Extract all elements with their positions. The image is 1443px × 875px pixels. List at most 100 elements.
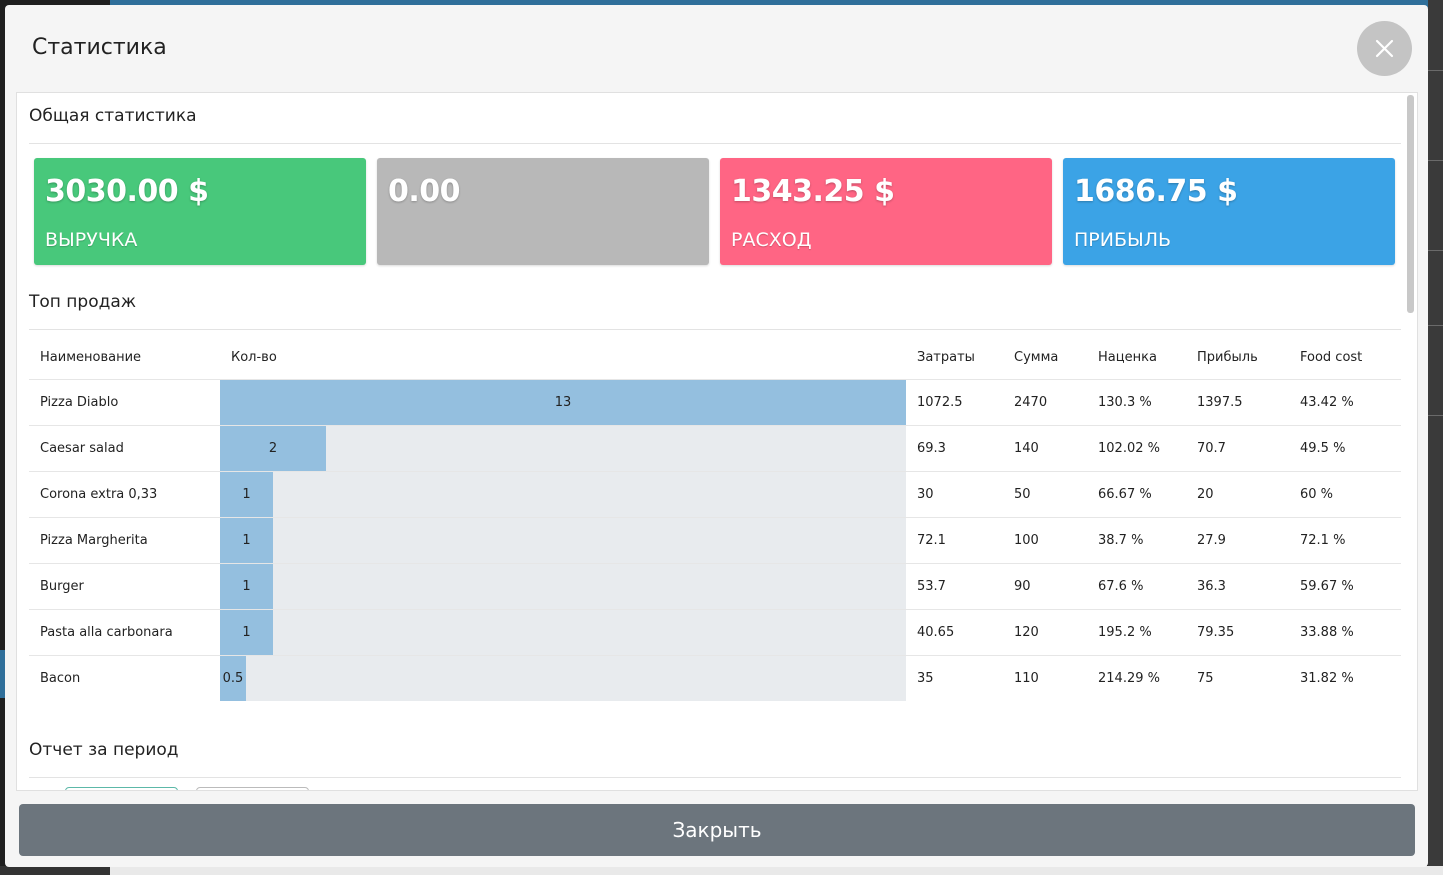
markup-cell: 102.02 %: [1087, 425, 1186, 472]
sum-cell: 50: [1003, 471, 1087, 518]
column-header: Food cost: [1289, 336, 1401, 380]
quantity-bar-fill: [220, 517, 273, 563]
column-header: Сумма: [1003, 336, 1087, 380]
table-row: Pizza Margherita 1 72.1 100 38.7 % 27.9 72.1 %: [29, 517, 1401, 564]
quantity-value: 1: [242, 578, 251, 594]
food-cost-cell: 59.67 %: [1289, 563, 1401, 610]
top-sales-title: Топ продаж: [29, 292, 137, 312]
quantity-bar-track: 13: [220, 379, 906, 425]
markup-cell: 66.67 %: [1087, 471, 1186, 518]
column-header: Наименование: [29, 336, 220, 380]
quantity-bar-fill: [220, 471, 273, 517]
cost-cell: 35: [917, 670, 934, 686]
quantity-bar-cell: 1: [220, 609, 906, 656]
sum-cell: 100: [1003, 517, 1087, 564]
modal-body[interactable]: Общая статистика 3030.00 $ ВЫРУЧКА 0.00 134…: [16, 92, 1418, 791]
markup-cell: 195.2 %: [1087, 609, 1186, 656]
quantity-bar-cell: 1: [220, 517, 906, 564]
table-header-row: Наименование Кол-во Затраты Сумма Наценк…: [29, 336, 1401, 380]
cost-cell: 30: [906, 471, 1003, 518]
overview-title: Общая статистика: [29, 106, 197, 126]
profit-cell: 79.35: [1186, 609, 1289, 656]
cost-cell: 40.65: [906, 609, 1003, 656]
item-name-cell: Corona extra 0,33: [29, 471, 220, 518]
period-tab[interactable]: [196, 787, 309, 790]
table-row: Pasta alla carbonara 1 40.65 120 195.2 % 79.3…: [29, 609, 1401, 656]
food-cost-cell: 31.82 %: [1300, 670, 1354, 686]
quantity-value: 0.5: [222, 670, 244, 686]
cost-cell: 53.7: [906, 563, 1003, 610]
stat-card-label: РАСХОД: [731, 229, 812, 251]
quantity-bar-cell: 13: [220, 379, 906, 426]
profit-cell: 75: [1197, 670, 1214, 686]
quantity-bar-track: 1: [220, 471, 906, 517]
quantity-value: 1: [242, 624, 251, 640]
quantity-bar-track: 1: [220, 609, 906, 655]
item-name-cell: Caesar salad: [29, 425, 220, 472]
close-icon-button[interactable]: [1357, 21, 1412, 76]
quantity-bar-cell: 0.5: [220, 655, 906, 701]
quantity-value: 1: [242, 532, 251, 548]
cost-cell: 69.3: [906, 425, 1003, 472]
table-row: Bacon 0.5 35 110 214.29 % 75 31.82 %: [29, 655, 1401, 701]
backdrop-right-strip: [1428, 0, 1443, 875]
close-button[interactable]: Закрыть: [19, 804, 1415, 856]
markup-cell: 214.29 %: [1098, 670, 1160, 686]
sum-cell: 140: [1003, 425, 1087, 472]
period-tab[interactable]: [65, 787, 178, 790]
table-row: Pizza Diablo 13 1072.5 2470 130.3 % 1397.5 43.…: [29, 379, 1401, 426]
stat-card-label: ПРИБЫЛЬ: [1074, 229, 1172, 251]
quantity-bar-fill: [220, 379, 906, 425]
close-icon: [1375, 39, 1394, 58]
profit-cell: 20: [1186, 471, 1289, 518]
column-header: Наценка: [1087, 336, 1186, 380]
stat-card-value: 1343.25 $: [731, 174, 895, 209]
profit-cell: 36.3: [1186, 563, 1289, 610]
item-name-cell: Pizza Diablo: [29, 379, 220, 426]
item-name-cell: Pasta alla carbonara: [29, 609, 220, 656]
quantity-bar-fill: [220, 609, 273, 655]
food-cost-cell: 72.1 %: [1289, 517, 1401, 564]
quantity-bar-cell: 1: [220, 471, 906, 518]
quantity-bar-fill: [220, 425, 326, 471]
quantity-bar-track: 1: [220, 517, 906, 563]
food-cost-cell: 49.5 %: [1289, 425, 1401, 472]
divider: [29, 143, 1401, 144]
table-row: Caesar salad 2 69.3 140 102.02 % 70.7 49.5 %: [29, 425, 1401, 472]
food-cost-cell: 33.88 %: [1289, 609, 1401, 656]
profit-cell: 70.7: [1186, 425, 1289, 472]
stat-card: 1343.25 $ РАСХОД: [720, 158, 1052, 265]
backdrop-bottom-strip: [0, 866, 1443, 875]
sum-cell: 110: [1014, 670, 1039, 686]
top-sales-table: Наименование Кол-во Затраты Сумма Наценк…: [29, 336, 1401, 701]
quantity-bar-track: 2: [220, 425, 906, 471]
food-cost-cell: 60 %: [1289, 471, 1401, 518]
sum-cell: 120: [1003, 609, 1087, 656]
markup-cell: 130.3 %: [1087, 379, 1186, 426]
column-header: Кол-во: [220, 336, 906, 380]
column-header: Затраты: [906, 336, 1003, 380]
stat-card: 1686.75 $ ПРИБЫЛЬ: [1063, 158, 1395, 265]
quantity-bar-cell: 1: [220, 563, 906, 610]
quantity-bar-cell: 2: [220, 425, 906, 472]
quantity-value: 1: [242, 486, 251, 502]
quantity-value: 13: [554, 394, 572, 410]
stat-card: 3030.00 $ ВЫРУЧКА: [34, 158, 366, 265]
profit-cell: 27.9: [1186, 517, 1289, 564]
modal-title: Статистика: [32, 35, 167, 60]
sum-cell: 2470: [1003, 379, 1087, 426]
stat-card-value: 1686.75 $: [1074, 174, 1238, 209]
table-row: Burger 1 53.7 90 67.6 % 36.3 59.67 %: [29, 563, 1401, 610]
quantity-value: 2: [268, 440, 278, 456]
markup-cell: 38.7 %: [1087, 517, 1186, 564]
markup-cell: 67.6 %: [1087, 563, 1186, 610]
stat-card-label: ВЫРУЧКА: [45, 229, 138, 251]
vertical-scrollbar[interactable]: [1407, 95, 1414, 313]
item-name-cell: Burger: [29, 563, 220, 610]
quantity-bar-track: 0.5: [220, 655, 906, 701]
quantity-bar-fill: [220, 655, 246, 701]
sum-cell: 90: [1003, 563, 1087, 610]
food-cost-cell: 43.42 %: [1289, 379, 1401, 426]
column-header: Прибыль: [1186, 336, 1289, 380]
modal-header: Статистика: [5, 5, 1428, 93]
